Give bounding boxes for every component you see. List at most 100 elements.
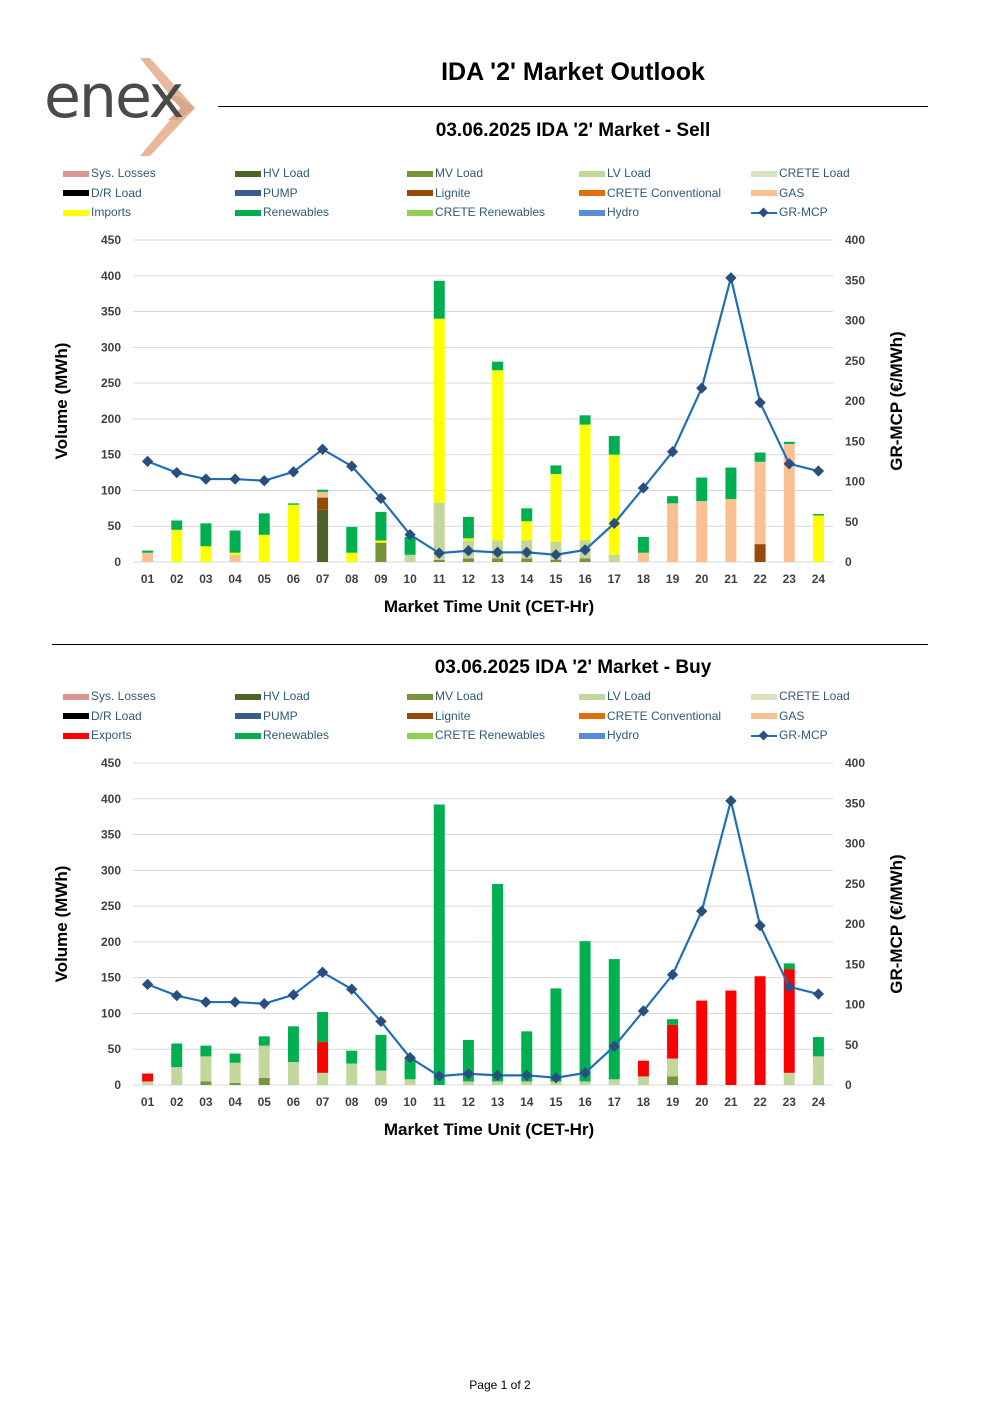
sell-bar-hv-load-07 <box>317 509 329 562</box>
sell-x-tick-label: 19 <box>666 572 680 586</box>
buy-bar-lv-load-10 <box>404 1079 416 1085</box>
buy-legend-label-mv-load: MV Load <box>435 689 484 703</box>
sell-x-axis-title: Market Time Unit (CET-Hr) <box>384 597 594 616</box>
sell-x-tick-label: 06 <box>287 572 301 586</box>
buy-x-tick-label: 16 <box>578 1095 592 1109</box>
buy-legend-gr-mcp: GR-MCP <box>751 728 828 742</box>
buy-bar-lv-load-04 <box>229 1062 241 1083</box>
buy-mcp-point-17 <box>608 1040 620 1053</box>
sell-bar-renewables-08 <box>346 526 358 553</box>
buy-y-tick-label: 50 <box>108 1042 122 1056</box>
buy-x-tick-label: 13 <box>491 1095 505 1109</box>
sell-bar-renewables-17 <box>608 436 620 455</box>
buy-y-tick-label: 400 <box>101 792 121 806</box>
sell-mcp-point-02 <box>171 466 183 479</box>
buy-legend-label-renewables: Renewables <box>263 728 330 742</box>
buy-bar-mv-load-05 <box>258 1077 270 1085</box>
sell-y-tick-label: 0 <box>114 555 121 569</box>
sell-legend-swatch-pump <box>235 190 261 197</box>
sell-mcp-point-18 <box>637 482 650 494</box>
buy-legend-swatch-lignite <box>407 713 433 720</box>
buy-chart: 0501001502002503003504004500501001502002… <box>52 756 906 1139</box>
sell-legend-swatch-hydro <box>579 209 605 216</box>
sell-legend-label-hydro: Hydro <box>607 205 640 219</box>
buy-legend-swatch-crete-conventional <box>579 713 605 720</box>
sell-legend-swatch-imports <box>63 209 89 216</box>
buy-legend-label-exports: Exports <box>91 728 132 742</box>
sell-legend-label-d-r-load: D/R Load <box>91 185 142 200</box>
sell-bar-renewables-21 <box>725 467 737 500</box>
buy-bar-lv-load-02 <box>171 1067 183 1085</box>
sell-bar-imports-13 <box>492 370 504 541</box>
buy-bar-renewables-15 <box>550 988 562 1082</box>
buy-x-tick-label: 02 <box>170 1095 184 1109</box>
sell-bar-renewables-04 <box>229 530 241 553</box>
sell-x-tick-label: 07 <box>316 572 330 586</box>
sell-bar-renewables-02 <box>171 520 183 530</box>
sell-chart-title: 03.06.2025 IDA '2' Market - Sell <box>435 120 711 141</box>
buy-legend-label-crete-conventional: CRETE Conventional <box>607 708 722 723</box>
buy-y-tick-label: 100 <box>101 1006 121 1020</box>
buy-bar-renewables-09 <box>375 1034 387 1071</box>
buy-y-tick-label: 250 <box>101 899 121 913</box>
sell-bar-renewables-01 <box>142 550 154 553</box>
section-divider <box>52 644 928 645</box>
sell-legend-swatch-gr-mcp <box>751 208 777 218</box>
sell-x-tick-label: 09 <box>374 572 388 586</box>
sell-x-tick-label: 03 <box>199 572 213 586</box>
buy-legend-crete-conventional: CRETE Conventional <box>579 709 721 723</box>
buy-legend-swatch-mv-load <box>407 693 433 700</box>
sell-x-tick-label: 24 <box>812 572 826 586</box>
buy-bar-lv-load-06 <box>287 1062 299 1085</box>
enex-logo: enex <box>40 52 210 162</box>
sell-bar-gas-07 <box>317 491 329 498</box>
buy-legend-exports: Exports <box>63 728 132 742</box>
buy-x-tick-label: 07 <box>316 1095 330 1109</box>
buy-bar-renewables-04 <box>229 1053 241 1063</box>
sell-mcp-point-10 <box>404 528 416 541</box>
sell-y2-tick-label: 100 <box>845 475 865 489</box>
sell-mcp-point-24 <box>812 465 825 477</box>
sell-bar-mv-load-13 <box>492 558 504 562</box>
sell-bar-renewables-22 <box>754 452 766 462</box>
buy-y2-tick-label: 0 <box>845 1078 852 1092</box>
buy-bar-renewables-05 <box>258 1036 270 1046</box>
buy-bar-lv-load-05 <box>258 1045 270 1078</box>
sell-x-tick-label: 20 <box>695 572 709 586</box>
buy-mcp-point-01 <box>141 978 154 991</box>
buy-x-tick-label: 17 <box>608 1095 622 1109</box>
sell-legend-swatch-hv-load <box>235 170 261 177</box>
buy-mcp-point-02 <box>171 989 183 1002</box>
sell-bar-imports-05 <box>258 534 270 562</box>
buy-bar-exports-07 <box>317 1042 329 1073</box>
buy-legend-lv-load: LV Load <box>579 689 651 703</box>
buy-bar-lv-load-14 <box>521 1081 533 1085</box>
buy-legend-lignite: Lignite <box>407 709 470 723</box>
buy-bar-mv-load-03 <box>200 1081 212 1085</box>
buy-legend-renewables: Renewables <box>235 728 329 742</box>
buy-legend-crete-renewables: CRETE Renewables <box>407 728 545 742</box>
buy-legend-label-sys-losses: Sys. Losses <box>91 689 156 703</box>
sell-bar-imports-15 <box>550 473 562 542</box>
buy-bar-exports-20 <box>696 1000 708 1085</box>
buy-bar-renewables-23 <box>783 963 795 970</box>
sell-bar-imports-12 <box>462 538 474 541</box>
buy-x-tick-label: 06 <box>287 1095 301 1109</box>
sell-mcp-point-19 <box>666 446 679 458</box>
sell-x-tick-label: 05 <box>258 572 272 586</box>
buy-mcp-point-18 <box>637 1005 650 1017</box>
page-title: IDA '2' Market Outlook <box>441 58 705 86</box>
buy-legend-swatch-sys-losses <box>63 693 89 700</box>
sell-bar-lv-load-17 <box>608 554 620 562</box>
sell-legend-lignite: Lignite <box>407 186 470 200</box>
buy-x-tick-label: 14 <box>520 1095 534 1109</box>
sell-legend-swatch-d-r-load <box>63 190 89 197</box>
sell-legend-d-r-load: D/R Load <box>63 186 142 200</box>
sell-bar-mv-load-12 <box>462 558 474 562</box>
sell-bar-renewables-11 <box>433 280 445 319</box>
sell-x-tick-label: 15 <box>549 572 563 586</box>
sell-x-tick-label: 10 <box>403 572 417 586</box>
buy-bar-lv-load-13 <box>492 1081 504 1085</box>
buy-legend-swatch-renewables <box>235 732 261 739</box>
buy-legend-d-r-load: D/R Load <box>63 709 142 723</box>
